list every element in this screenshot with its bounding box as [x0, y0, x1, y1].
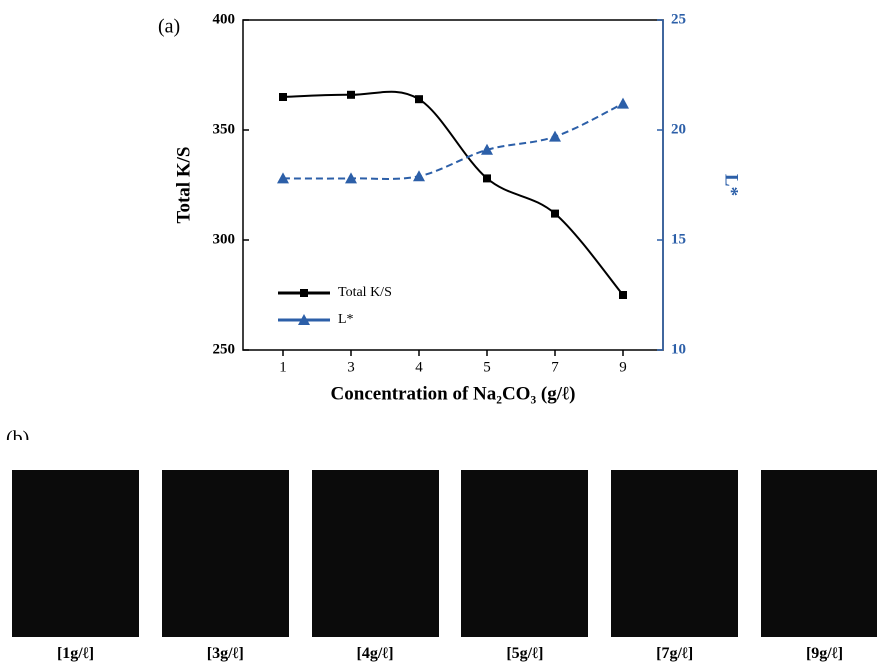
y-tick-label: 400 — [213, 11, 236, 27]
chart: (a) (b) Total K/S L* Concentration of Na… — [6, 11, 742, 440]
marker — [551, 209, 559, 218]
series-line — [282, 102, 624, 180]
sample-photo — [161, 470, 289, 637]
marker — [300, 289, 308, 297]
panel-label: (b) — [6, 428, 29, 440]
marker — [345, 172, 357, 184]
marker — [277, 172, 289, 184]
x-tick-label: 4 — [415, 359, 423, 375]
marker — [481, 143, 493, 155]
legend-label: Total K/S — [338, 285, 392, 300]
legend-label: L* — [338, 312, 354, 327]
y2-tick-label: 25 — [671, 11, 686, 27]
y2-tick-label: 10 — [671, 341, 686, 357]
marker — [347, 90, 355, 99]
marker — [619, 291, 627, 299]
sample-photo — [12, 470, 139, 637]
marker — [483, 174, 491, 183]
y2-tick-label: 20 — [671, 121, 686, 137]
x-axis-label: Concentration of Na₂CO₃ (g/ℓ) — [331, 383, 576, 404]
y-tick-label: 350 — [213, 121, 236, 137]
x-tick-label: 9 — [619, 359, 627, 375]
x-tick-label: 1 — [279, 359, 287, 375]
y-tick-label: 300 — [213, 231, 236, 247]
y2-tick-label: 15 — [671, 231, 686, 247]
marker — [279, 93, 287, 101]
sample-caption: [3g/ℓ] — [206, 645, 244, 662]
marker — [298, 314, 310, 325]
panel-label: (a) — [158, 16, 180, 38]
marker — [549, 130, 561, 142]
y-tick-label: 250 — [213, 341, 236, 357]
x-tick-label: 3 — [347, 359, 355, 375]
sample-caption: [4g/ℓ] — [356, 645, 394, 662]
sample-caption: [7g/ℓ] — [656, 645, 694, 662]
sample-photo — [761, 470, 877, 637]
y2-axis-label: L* — [721, 174, 742, 196]
marker — [413, 170, 425, 182]
marker — [415, 95, 423, 104]
x-tick-label: 5 — [483, 359, 491, 375]
sample-photo — [311, 470, 439, 637]
sample-photo — [611, 470, 739, 637]
x-tick-label: 7 — [551, 359, 559, 375]
series-line — [282, 90, 624, 296]
marker — [617, 97, 629, 109]
sample-caption: [5g/ℓ] — [506, 645, 544, 662]
sample-caption: [1g/ℓ] — [56, 645, 95, 662]
sample-photo — [461, 470, 589, 637]
sample-caption: [9g/ℓ] — [805, 645, 844, 662]
plot-frame — [242, 19, 664, 351]
y-axis-label: Total K/S — [173, 147, 194, 224]
